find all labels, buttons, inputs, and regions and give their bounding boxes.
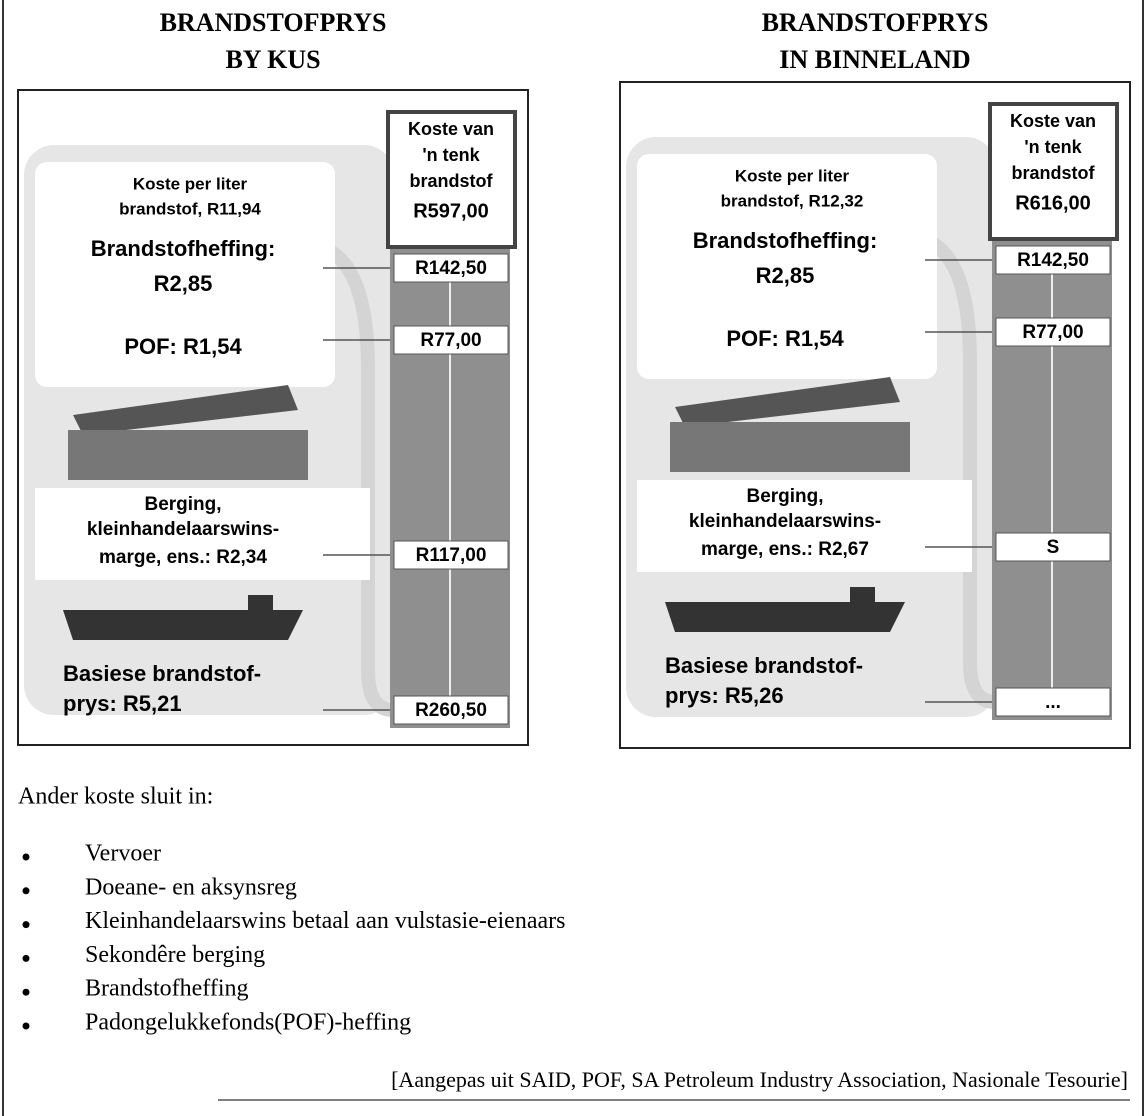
item-label: Berging,	[144, 494, 221, 515]
other-cost-item: Kleinhandelaarswins betaal aan vulstasie…	[85, 908, 565, 934]
tank-value-box	[393, 253, 509, 283]
tank-value: R260,50	[415, 700, 487, 721]
tank-value-box	[393, 325, 509, 355]
tank-value: R117,00	[416, 545, 487, 566]
panel-title: BRANDSTOFPRYS	[762, 8, 989, 37]
station-building	[670, 422, 910, 472]
tank-value: R77,00	[1022, 322, 1083, 343]
item-label: kleinhandelaarswins-	[87, 519, 279, 540]
item-label: Basiese brandstof-	[665, 653, 863, 678]
pump-hose	[324, 243, 394, 717]
item-label: Basiese brandstof-	[63, 661, 261, 686]
tank-value: S	[1047, 537, 1060, 558]
tank-text: R616,00	[1015, 192, 1091, 214]
ship	[63, 595, 303, 640]
pump-hose	[926, 235, 996, 709]
other-cost-item: Vervoer	[85, 841, 161, 867]
per-liter-text: Koste per liter	[133, 174, 248, 193]
item-label: prys: R5,21	[63, 691, 182, 716]
tank-text: 'n tenk	[422, 145, 480, 165]
other-cost-item: Doeane- en aksynsreg	[85, 874, 297, 900]
bullet	[22, 921, 30, 929]
tank-text: Koste van	[1010, 111, 1096, 131]
tank-value: R77,00	[420, 330, 481, 351]
bullet	[22, 988, 30, 996]
tank-box	[988, 102, 1119, 241]
station-roof	[675, 377, 900, 427]
tank-value: ...	[1045, 692, 1061, 713]
tank-value: R142,50	[1017, 250, 1089, 271]
item-label: R2,85	[756, 263, 815, 288]
label-box	[637, 154, 937, 379]
strip-box	[35, 488, 370, 580]
other-cost-item: Sekondêre berging	[85, 942, 265, 968]
item-label: Berging,	[746, 486, 823, 507]
bullet	[22, 887, 30, 895]
tank-value-box	[995, 532, 1111, 562]
tank-box	[386, 110, 517, 249]
other-costs-intro: Ander koste sluit in:	[18, 784, 213, 810]
item-label: Brandstofheffing:	[693, 228, 878, 253]
ship	[665, 587, 905, 632]
item-label: kleinhandelaarswins-	[689, 511, 881, 532]
panel-title: IN BINNELAND	[779, 45, 970, 74]
tank-text: brandstof	[1012, 163, 1096, 183]
other-cost-item: Brandstofheffing	[85, 976, 249, 1002]
source: [Aangepas uit SAID, POF, SA Petroleum In…	[391, 1067, 1128, 1092]
tank-value-box	[995, 687, 1111, 717]
tank-value-box	[995, 317, 1111, 347]
label-box	[35, 162, 335, 387]
item-label: prys: R5,26	[665, 683, 784, 708]
per-liter-text: brandstof, R11,94	[119, 199, 261, 218]
bullet	[22, 1022, 30, 1030]
strip-box	[637, 480, 972, 572]
item-label: Brandstofheffing:	[91, 236, 276, 261]
tank-value-box	[995, 245, 1111, 275]
item-label: marge, ens.: R2,34	[99, 547, 267, 568]
tank-value-box	[393, 695, 509, 725]
station-roof	[73, 385, 298, 435]
tank-text: R597,00	[413, 200, 489, 222]
station-building	[68, 430, 308, 480]
item-label: POF: R1,54	[124, 334, 242, 359]
panel-title: BRANDSTOFPRYS	[160, 8, 387, 37]
item-label: R2,85	[154, 271, 213, 296]
tank-text: 'n tenk	[1024, 137, 1082, 157]
panel-title: BY KUS	[225, 45, 320, 74]
per-liter-text: Koste per liter	[735, 166, 850, 185]
bullet	[22, 853, 30, 861]
other-cost-item: Padongelukkefonds(POF)-heffing	[85, 1010, 411, 1036]
tank-text: Koste van	[408, 119, 494, 139]
item-label: marge, ens.: R2,67	[701, 539, 869, 560]
item-label: POF: R1,54	[726, 326, 844, 351]
tank-value: R142,50	[415, 258, 487, 279]
tank-value-box	[393, 540, 509, 570]
tank-text: brandstof	[410, 171, 494, 191]
bullet	[22, 954, 30, 962]
per-liter-text: brandstof, R12,32	[721, 191, 864, 210]
